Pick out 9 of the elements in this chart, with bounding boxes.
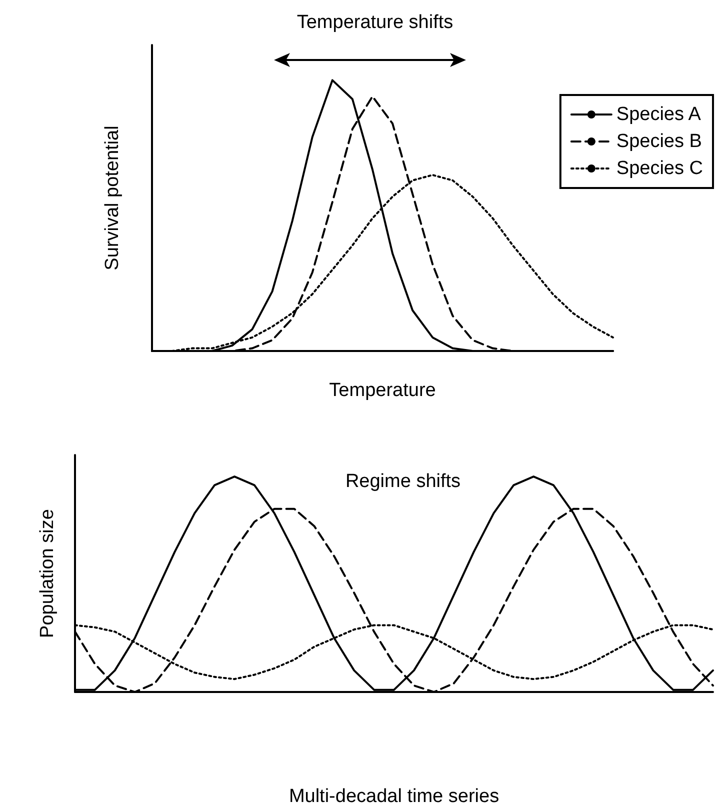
- legend-label: Species C: [616, 158, 704, 179]
- chart-title: Temperature shifts: [296, 12, 454, 33]
- chart-title: Regime shifts: [345, 471, 461, 492]
- x-axis-title: Multi-decadal time series: [288, 786, 500, 807]
- x-axis-title: Temperature: [329, 380, 436, 401]
- legend-label: Species A: [616, 104, 702, 125]
- y-axis-title: Population size: [37, 509, 58, 638]
- y-axis-title: Survival potential: [102, 126, 123, 270]
- legend-label: Species B: [616, 131, 702, 152]
